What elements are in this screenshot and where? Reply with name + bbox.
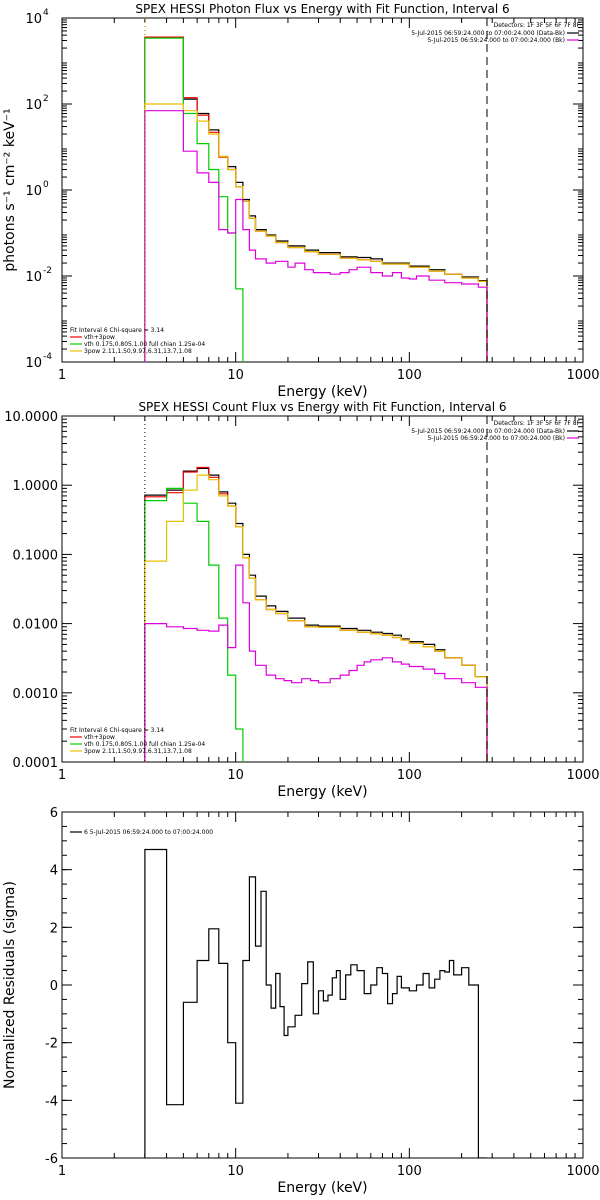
x-tick-label: 10 [227,368,244,383]
y-tick-exponent: 0 [43,180,49,190]
chart-title: SPEX HESSI Count Flux vs Energy with Fit… [138,400,506,414]
legend-header: Detectors: 1F 3F 5F 6F 7F 8F [494,22,581,29]
x-tick-label: 10 [227,768,244,783]
y-tick-label: 0 [50,979,58,994]
fit-legend-text: 3pow 2.11,1.50,9.97,6.31,13.7,1.08 [84,348,192,355]
legend-entry-text: 5-Jul-2015 06:59:24.000 to 07:00:24.000 … [427,37,565,44]
plot-frame [61,415,584,763]
chart-1: SPEX HESSI Photon Flux vs Energy with Fi… [2,2,600,400]
y-tick-label: 10 [25,12,42,27]
x-tick-label: 1 [58,368,66,383]
series-vth-line [144,37,244,362]
series-group [144,466,488,762]
legend-entry-text: 5-Jul-2015 06:59:24.000 to 07:00:24.000 … [427,435,565,442]
fit-legend-header: Fit Interval 6 Chi-square = 3.14 [70,327,164,334]
y-tick-exponent: -4 [43,352,52,362]
series-bk-line [144,110,488,362]
x-axis-label: Energy (keV) [277,784,367,800]
fit-legend-text: 3pow 2.11,1.50,9.97,6.31,13.7,1.08 [84,748,192,755]
fit-legend-text: vth+3pow [84,334,115,341]
y-tick-label: -2 [45,1037,58,1052]
series-vth-3pow-line [144,36,488,362]
series-data-bk-line [144,467,488,762]
y-tick-label: 10 [25,270,42,285]
y-tick-label: 0.0100 [13,618,59,633]
series-data-bk-line [144,37,488,362]
y-tick-label: 0.0001 [13,756,59,771]
x-axis-label: Energy (keV) [277,1180,367,1196]
y-tick-exponent: 4 [43,8,49,18]
y-tick-label: 10.0000 [4,410,58,425]
legend-header: Detectors: 1F 3F 5F 6F 7F 8F [494,420,581,427]
x-tick-label: 100 [397,1164,422,1179]
legend-entry-text: 5-Jul-2015 06:59:24.000 to 07:00:24.000 … [411,30,565,37]
fit-legend-text: vth 0.175,0.805,1.00 full chian 1.25e-04 [84,341,205,348]
x-tick-label: 1 [58,768,66,783]
x-axis-label: Energy (keV) [277,384,367,400]
x-tick-label: 1000 [566,1164,599,1179]
chart-title: SPEX HESSI Photon Flux vs Energy with Fi… [135,2,509,16]
y-tick-label: 4 [50,864,58,879]
series-3pow-line [144,103,488,362]
y-tick-label: 1.0000 [13,479,59,494]
chart-3: 1 10 100 1000 Energy (keV) -6 -4 -2 0 2 4 6 Normaliz… [2,806,600,1196]
y-axis-label: photons s⁻¹ cm⁻² keV⁻¹ [2,108,18,271]
x-tick-label: 1 [58,1164,66,1179]
y-tick-label: -6 [45,1152,58,1167]
x-tick-label: 100 [397,368,422,383]
y-tick-label: 6 [50,806,58,821]
series-group [144,36,488,362]
chart-2: SPEX HESSI Count Flux vs Energy with Fit… [4,400,599,800]
y-tick-label: -4 [45,1094,58,1109]
plot-frame [61,811,584,1159]
y-tick-label: 10 [25,98,42,113]
y-tick-label: 0.0010 [13,687,59,702]
y-tick-label: 10 [25,356,42,371]
fit-legend-text: vth+3pow [84,734,115,741]
y-tick-exponent: -2 [43,266,52,276]
y-tick-label: 2 [50,921,58,936]
y-axis-label: Normalized Residuals (sigma) [2,881,18,1089]
series-6-5-jul-2015-06-59-24-000-to-07-00-24-000-line [144,848,487,1158]
x-tick-label: 10 [227,1164,244,1179]
x-tick-label: 100 [397,768,422,783]
plot-frame [61,17,584,363]
y-tick-label: 0.1000 [13,548,59,563]
series-vth-line [144,487,244,762]
y-tick-label: 10 [25,184,42,199]
fit-legend-text: vth 0.175,0.805,1.00 full chian 1.25e-04 [84,741,205,748]
x-tick-label: 1000 [566,768,599,783]
y-tick-exponent: 2 [43,94,49,104]
legend-entry-text: 6 5-Jul-2015 06:59:24.000 to 07:00:24.00… [84,829,213,836]
legend-entry-text: 5-Jul-2015 06:59:24.000 to 07:00:24.000 … [411,428,565,435]
fit-legend-header: Fit Interval 6 Chi-square = 3.14 [70,727,164,734]
series-group [144,848,487,1158]
series-3pow-line [144,474,488,762]
x-tick-label: 1000 [566,368,599,383]
series-vth-3pow-line [144,466,488,762]
series-bk-line [144,564,488,762]
